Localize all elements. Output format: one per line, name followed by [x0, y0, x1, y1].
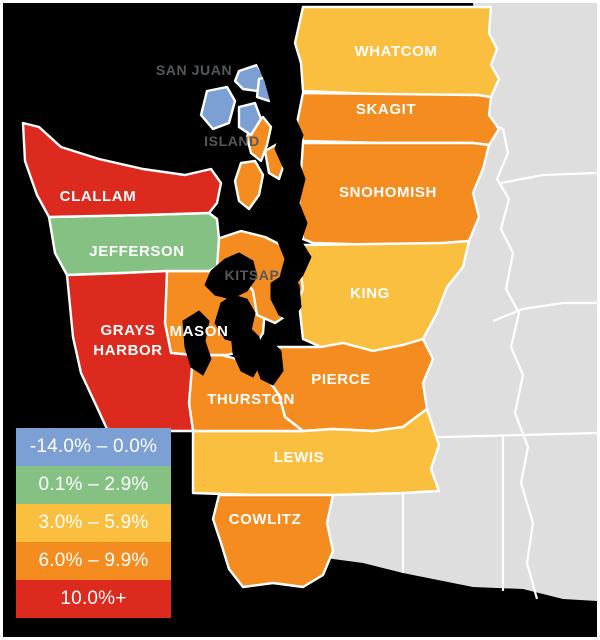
county-shape-san-juan[interactable] — [199, 63, 281, 137]
legend-row-label: 6.0% – 9.9% — [38, 550, 149, 571]
county-label-mason: MASON — [170, 323, 229, 340]
county-shape-clallam[interactable] — [21, 121, 223, 219]
puget-sound-water — [182, 6, 312, 386]
county-labels: WHATCOM SKAGIT SNOHOMISH KING PIERCE LEWIS COW… — [60, 43, 437, 528]
county-label-skagit: SKAGIT — [356, 101, 416, 118]
county-label-cowlitz: COWLITZ — [229, 511, 302, 528]
county-shape-cowlitz[interactable] — [211, 493, 335, 589]
county-label-king: KING — [350, 285, 390, 302]
county-label-clallam: CLALLAM — [60, 188, 137, 205]
county-label-kitsap: KITSAP — [225, 267, 280, 283]
county-shape-grays-harbor[interactable] — [65, 269, 195, 433]
legend-row-2[interactable]: 3.0% – 5.9% — [16, 504, 171, 542]
county-label-san-juan: SAN JUAN — [156, 62, 232, 78]
legend-row-3[interactable]: 6.0% – 9.9% — [16, 542, 171, 580]
legend-row-0[interactable]: -14.0% – 0.0% — [16, 428, 171, 466]
legend-row-4[interactable]: 10.0%+ — [16, 580, 171, 618]
legend-row-label: 0.1% – 2.9% — [38, 474, 149, 495]
legend-row-1[interactable]: 0.1% – 2.9% — [16, 466, 171, 504]
county-label-whatcom: WHATCOM — [354, 43, 437, 60]
county-label-lewis: LEWIS — [274, 449, 325, 466]
county-label-grays-harbor: HARBOR — [93, 342, 162, 359]
county-label-thurston: THURSTON — [207, 391, 295, 408]
county-label-island: ISLAND — [204, 133, 260, 149]
legend-row-label: -14.0% – 0.0% — [29, 436, 158, 457]
map-legend: -14.0% – 0.0% 0.1% – 2.9% 3.0% – 5.9% 6.0% … — [16, 428, 171, 618]
county-label-snohomish: SNOHOMISH — [339, 184, 437, 201]
county-label-jefferson: JEFFERSON — [89, 243, 184, 260]
county-choropleth-svg[interactable]: WHATCOM SKAGIT SNOHOMISH KING PIERCE LEWIS COW… — [3, 3, 597, 637]
county-label-grays-harbor: GRAYS — [101, 322, 156, 339]
county-label-pierce: PIERCE — [311, 371, 370, 388]
legend-row-label: 10.0%+ — [60, 588, 127, 609]
legend-row-label: 3.0% – 5.9% — [38, 512, 149, 533]
